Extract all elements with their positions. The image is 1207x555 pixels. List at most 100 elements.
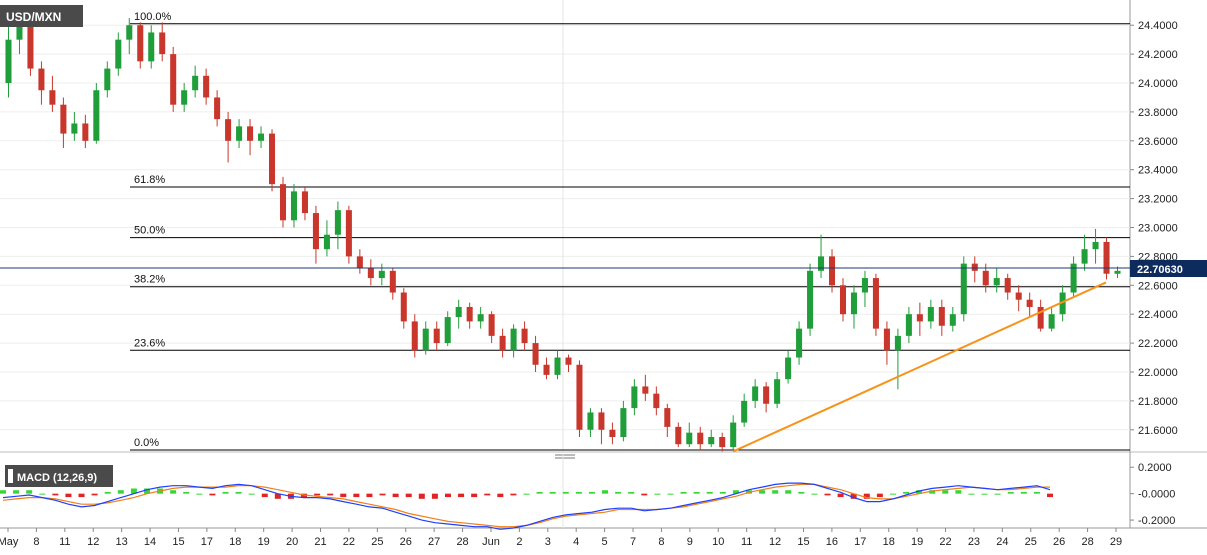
macd-histogram-bar (471, 493, 478, 498)
macd-panel: 0.2000 -0.0000 -0.2000 (0, 462, 1175, 530)
time-tick-label: 22 (343, 536, 355, 548)
candle-body (389, 270, 396, 293)
macd-histogram-bar (916, 490, 923, 494)
macd-histogram-bar (222, 491, 229, 494)
macd-histogram-bar (510, 493, 517, 496)
time-tick-label: 25 (371, 536, 383, 548)
candle-body (510, 328, 517, 351)
time-tick-label: 7 (630, 536, 636, 548)
macd-histogram-bar (1020, 491, 1027, 494)
fib-level-label: 0.0% (134, 437, 159, 449)
fib-level-label: 100.0% (134, 11, 172, 23)
macd-histogram-bar (929, 490, 936, 494)
candle-body (982, 270, 989, 286)
time-tick-label: 4 (573, 536, 579, 548)
macd-histogram-bar (274, 493, 281, 499)
candle-body (850, 292, 857, 315)
macd-histogram-bar (418, 493, 425, 499)
candle-body (104, 68, 111, 91)
time-tick-label: 22 (939, 536, 951, 548)
candle-body (971, 263, 978, 271)
macd-histogram-bar (183, 491, 190, 494)
macd-histogram-bar (654, 493, 661, 495)
macd-histogram-bar (772, 490, 779, 494)
macd-histogram-bar (196, 493, 203, 495)
candle-body (367, 267, 374, 279)
macd-tick-label: 0.2000 (1138, 462, 1172, 474)
macd-histogram-bar (405, 493, 412, 498)
candle-body (1048, 314, 1055, 329)
macd-histogram-bar (575, 491, 582, 494)
macd-histogram-bar (78, 493, 85, 498)
candle-body (279, 184, 287, 221)
macd-histogram-bar (170, 490, 177, 494)
candle-body (609, 429, 616, 437)
macd-histogram-bar (65, 493, 72, 498)
candle-body (938, 306, 945, 326)
candle-body (708, 436, 715, 445)
candle-body (236, 126, 243, 141)
candle-body (894, 335, 901, 351)
candle-body (521, 328, 528, 344)
candle-body (27, 22, 34, 69)
candle-body (829, 256, 836, 286)
price-tick-label: 21.6000 (1138, 425, 1178, 437)
fib-level-label: 23.6% (134, 337, 165, 349)
candle-body (598, 412, 605, 430)
time-tick-label: 14 (144, 536, 156, 548)
macd-histogram-bar (759, 490, 766, 494)
candle-body (214, 97, 221, 120)
time-tick-label: 13 (116, 536, 128, 548)
time-tick-label: 29 (1110, 536, 1122, 548)
candle-body (323, 234, 330, 250)
macd-tick-label: -0.2000 (1138, 515, 1175, 527)
candle-body (356, 256, 363, 268)
candle-body (60, 104, 67, 134)
current-price-tag (1130, 260, 1207, 277)
time-tick-label: 11 (741, 536, 752, 548)
macd-histogram-bar (588, 491, 595, 494)
macd-histogram-bar (549, 491, 556, 494)
candle-body (807, 270, 814, 329)
candle-body (422, 328, 429, 351)
time-tick-label: 24 (996, 536, 1008, 548)
candle-body (1015, 292, 1022, 300)
price-tick-label: 23.4000 (1138, 165, 1178, 177)
macd-histogram-bar (353, 493, 360, 498)
candle-body (774, 379, 781, 404)
support-trendline (732, 281, 1107, 453)
candle-body (543, 364, 550, 375)
fib-level-label: 38.2% (134, 274, 165, 286)
macd-histogram-bar (680, 491, 687, 494)
time-tick-label: 3 (545, 536, 551, 548)
time-tick-label: 15 (172, 536, 184, 548)
candle-body (488, 314, 495, 336)
macd-histogram-bar (0, 490, 6, 494)
macd-histogram-bar (562, 491, 569, 494)
candle-body (258, 133, 265, 141)
time-tick-label: 18 (883, 536, 895, 548)
candle-body (960, 263, 967, 315)
time-tick-label: 20 (286, 536, 298, 548)
macd-histogram-bar (602, 490, 609, 494)
candle-body (433, 328, 440, 344)
time-tick-label: 5 (602, 536, 608, 548)
macd-histogram-bar (903, 491, 910, 494)
candle-body (378, 270, 385, 279)
candle-body (883, 328, 890, 351)
candle-body (1026, 299, 1033, 307)
time-tick-label: 15 (797, 536, 809, 548)
candle-body (785, 357, 792, 380)
macd-histogram-bar (484, 493, 491, 496)
candle-body (631, 386, 638, 409)
macd-histogram-bar (994, 493, 1001, 495)
candle-body (554, 357, 561, 375)
axes: 24.4000 24.2000 24.0000 23.8000 23.6000 23.40… (0, 20, 1178, 548)
macd-histogram-bar (117, 490, 124, 494)
macd-histogram-bar (458, 493, 465, 498)
candle-body (334, 210, 341, 235)
macd-badge-marker (8, 469, 13, 483)
macd-histogram-bar (955, 490, 962, 494)
macd-histogram-bar (1007, 491, 1014, 494)
